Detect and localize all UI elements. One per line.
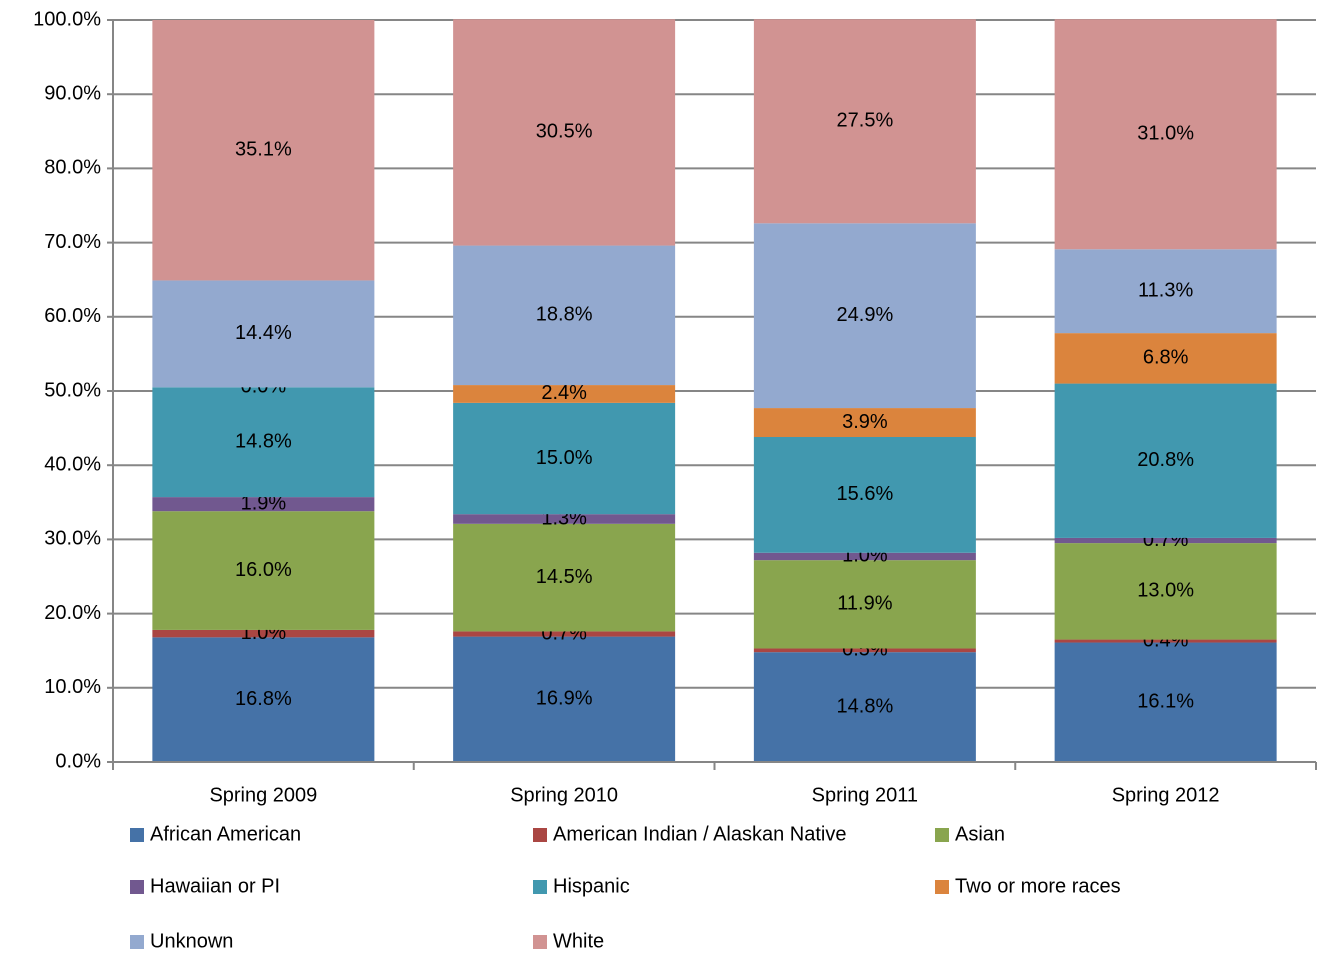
y-tick-label: 30.0% — [44, 528, 101, 550]
y-tick-label: 60.0% — [44, 305, 101, 327]
data-label: 13.0% — [1137, 580, 1194, 602]
legend-label: White — [553, 930, 604, 952]
bar-segment — [1054, 543, 1277, 640]
y-tick-label: 90.0% — [44, 82, 101, 104]
data-label: 15.0% — [536, 447, 593, 469]
bar-segment — [453, 514, 676, 524]
x-tick-label: Spring 2011 — [812, 784, 918, 806]
data-label: 16.9% — [536, 688, 593, 710]
legend-swatch — [533, 935, 547, 949]
data-label: 14.8% — [837, 695, 894, 717]
legend-label: Hawaiian or PI — [150, 875, 280, 897]
bar-segment — [1054, 383, 1277, 538]
legend-swatch — [130, 828, 144, 842]
y-tick-label: 50.0% — [44, 379, 101, 401]
legend-label: American Indian / Alaskan Native — [553, 823, 847, 845]
data-label: 14.4% — [235, 322, 292, 344]
y-tick-label: 80.0% — [44, 157, 101, 179]
data-label: 15.6% — [837, 483, 894, 505]
legend-swatch — [935, 880, 949, 894]
bar-segment — [152, 511, 375, 630]
bar-segment — [453, 19, 676, 246]
legend-swatch — [533, 828, 547, 842]
bar-segment — [152, 637, 375, 762]
y-tick-label: 20.0% — [44, 602, 101, 624]
bar-segment — [453, 245, 676, 386]
data-label: 31.0% — [1137, 123, 1194, 145]
data-label: 11.9% — [837, 593, 892, 615]
y-tick-label: 10.0% — [44, 676, 101, 698]
bar-segment — [152, 20, 375, 281]
bar-segment — [453, 402, 676, 515]
data-label: 16.1% — [1137, 691, 1194, 713]
bar-segment — [753, 652, 976, 762]
data-label: 16.8% — [235, 688, 292, 710]
bar-segment — [753, 223, 976, 409]
data-label: 27.5% — [837, 110, 894, 132]
bar-segment — [453, 636, 676, 762]
legend-label: Two or more races — [955, 875, 1121, 897]
legend-label: African American — [150, 823, 301, 845]
bar-segment — [753, 437, 976, 553]
bar-segment — [152, 280, 375, 388]
data-label: 30.5% — [536, 121, 593, 143]
data-label: 20.8% — [1137, 449, 1194, 471]
legend-swatch — [130, 935, 144, 949]
legend-swatch — [130, 880, 144, 894]
y-tick-label: 0.0% — [55, 750, 101, 772]
y-tick-label: 70.0% — [44, 231, 101, 253]
legend-label: Unknown — [150, 930, 233, 952]
data-label: 2.4% — [541, 382, 587, 404]
x-tick-label: Spring 2010 — [510, 784, 618, 806]
x-tick-label: Spring 2012 — [1112, 784, 1220, 806]
data-label: 3.9% — [842, 411, 888, 433]
x-tick-label: Spring 2009 — [209, 784, 317, 806]
bar-segment — [753, 648, 976, 653]
bar-segment — [1054, 537, 1277, 544]
data-label: 14.8% — [235, 430, 292, 452]
data-label: 6.8% — [1143, 347, 1189, 369]
bar-segment — [1054, 642, 1277, 762]
bar-segment — [753, 19, 976, 224]
bar-segment — [753, 560, 976, 649]
y-tick-label: 100.0% — [33, 8, 101, 30]
data-label: 14.5% — [536, 566, 593, 588]
bar-segment — [1054, 19, 1277, 250]
legend-label: Hispanic — [553, 875, 630, 897]
bar-segment — [152, 497, 375, 512]
bar-segment — [1054, 639, 1277, 643]
data-label: 1.9% — [241, 492, 287, 514]
bar-segment — [152, 387, 375, 498]
bar-segment — [1054, 249, 1277, 334]
y-tick-label: 40.0% — [44, 453, 101, 475]
bar-segment — [753, 408, 976, 438]
legend-swatch — [533, 880, 547, 894]
data-label: 18.8% — [536, 304, 593, 326]
data-label: 16.0% — [235, 559, 292, 581]
bar-segment — [1054, 333, 1277, 384]
bar-segment — [152, 629, 375, 638]
data-label: 24.9% — [837, 304, 894, 326]
data-label: 11.3% — [1138, 279, 1193, 301]
bar-segment — [753, 552, 976, 561]
bar-segment — [453, 631, 676, 637]
data-label: 35.1% — [235, 139, 292, 161]
legend-swatch — [935, 828, 949, 842]
legend-label: Asian — [955, 823, 1005, 845]
bar-segment — [453, 523, 676, 632]
bar-segment — [453, 385, 676, 403]
